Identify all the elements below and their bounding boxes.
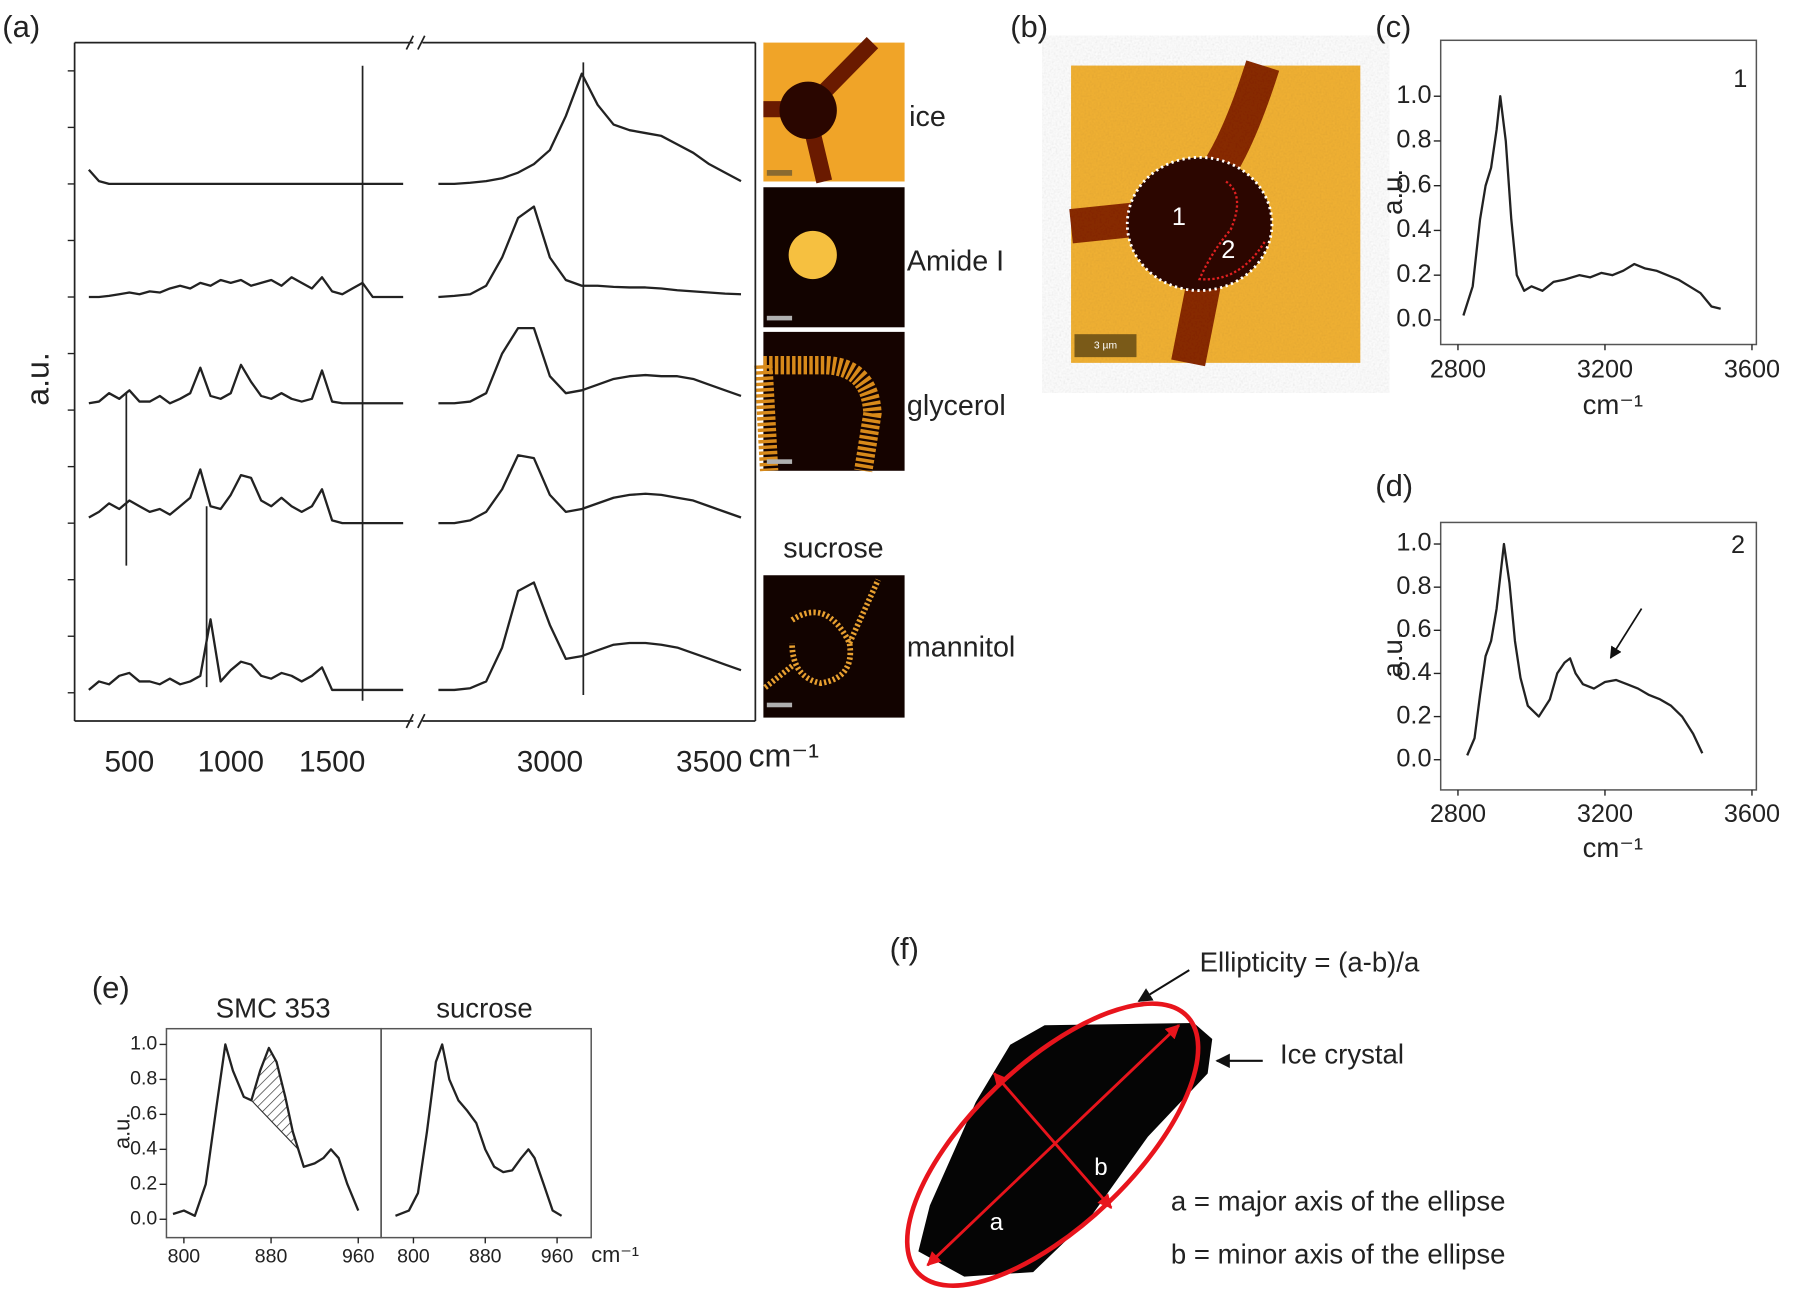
diagram-f: (f) a b Ellipticity = (a-b)/a Ice crysta… xyxy=(890,931,1506,1288)
x-tick-label: 3200 xyxy=(1577,800,1633,828)
spectrum-line xyxy=(395,1043,563,1217)
legend-text: a = major axis of the ellipse xyxy=(1171,1185,1506,1216)
spectrum-line xyxy=(172,1043,360,1217)
series-label: mannitol xyxy=(907,631,1015,663)
panel-label: (a) xyxy=(2,9,40,44)
x-axis-label: cm⁻¹ xyxy=(1583,832,1643,863)
axis-frame xyxy=(380,1027,592,1239)
formula: Ellipticity = (a-b)/a xyxy=(1200,947,1420,978)
micrograph-b: (b) 1 2 3 µm xyxy=(1010,9,1361,367)
glycerol-map xyxy=(754,331,905,473)
y-tick-label: 0.4 xyxy=(1396,658,1431,686)
x-tick-label: 960 xyxy=(541,1245,574,1267)
spectrum-line xyxy=(88,205,742,299)
series-label: Amide I xyxy=(907,246,1004,278)
axis-frame xyxy=(1439,521,1758,791)
axis-label: a xyxy=(990,1209,1004,1236)
hatched-region xyxy=(250,1046,299,1150)
subplot-title: sucrose xyxy=(436,993,532,1024)
x-tick-label: 2800 xyxy=(1430,800,1486,828)
spectrum-line xyxy=(1462,95,1721,316)
x-tick-label: 3600 xyxy=(1724,356,1780,384)
sucrose-map xyxy=(761,575,905,718)
axis-label: b xyxy=(1094,1154,1107,1181)
x-tick-label: 800 xyxy=(397,1245,430,1267)
y-tick-label: 0.8 xyxy=(130,1068,157,1090)
y-tick-label: 1.0 xyxy=(1396,529,1431,557)
y-tick-label: 0.8 xyxy=(1396,572,1431,600)
arrow xyxy=(1609,608,1643,659)
series-label: sucrose xyxy=(783,533,883,565)
y-axis-label: a.u. xyxy=(1377,631,1408,677)
series-label: glycerol xyxy=(907,390,1006,422)
x-axis-label: cm⁻¹ xyxy=(591,1242,639,1267)
axis-break xyxy=(405,35,426,50)
y-tick-label: 0.2 xyxy=(1396,701,1431,729)
x-axis-label: cm⁻¹ xyxy=(1583,389,1643,420)
ice-map xyxy=(763,36,905,184)
x-tick-label: 2800 xyxy=(1430,356,1486,384)
x-tick-label: 800 xyxy=(168,1245,201,1267)
y-tick-label: 0.2 xyxy=(130,1172,157,1194)
x-axis-label: cm⁻¹ xyxy=(748,737,818,773)
annotation: 1 xyxy=(1733,65,1747,93)
scale-bar-label: 3 µm xyxy=(1094,340,1117,351)
panel-label: (c) xyxy=(1375,9,1411,44)
y-tick-label: 0.2 xyxy=(1396,260,1431,288)
y-tick-label: 1.0 xyxy=(130,1033,157,1055)
y-tick-label: 0.0 xyxy=(1396,305,1431,333)
y-tick-label: 0.6 xyxy=(130,1103,157,1125)
x-tick-label: 1000 xyxy=(198,745,264,778)
y-axis-label: a.u. xyxy=(110,1113,135,1149)
y-tick-label: 0.4 xyxy=(130,1137,157,1159)
spectrum-line xyxy=(88,454,742,525)
spectrum-line xyxy=(1466,542,1704,756)
y-tick-label: 0.6 xyxy=(1396,615,1431,643)
x-tick-label: 3000 xyxy=(517,745,583,778)
x-tick-label: 500 xyxy=(104,745,154,778)
y-tick-label: 0.8 xyxy=(1396,126,1431,154)
panel-label: (d) xyxy=(1375,468,1413,503)
y-tick-label: 1.0 xyxy=(1396,81,1431,109)
region-label: 1 xyxy=(1172,203,1186,231)
minor-axis xyxy=(993,1072,1113,1209)
legend-text: b = minor axis of the ellipse xyxy=(1171,1238,1506,1269)
axis-break xyxy=(405,713,426,729)
x-tick-label: 960 xyxy=(342,1245,375,1267)
panel-label: (e) xyxy=(92,970,130,1005)
spectrum-line xyxy=(88,326,742,405)
x-tick-label: 880 xyxy=(469,1245,502,1267)
object-label: Ice crystal xyxy=(1280,1039,1404,1070)
series-label: ice xyxy=(909,101,946,133)
y-axis-label: a.u. xyxy=(20,352,56,406)
annotation: 2 xyxy=(1731,531,1745,559)
spectrum-line xyxy=(87,72,742,186)
arrow xyxy=(1137,969,1190,1003)
x-tick-label: 1500 xyxy=(299,745,365,778)
axis-frame xyxy=(1439,39,1758,346)
subplot-title: SMC 353 xyxy=(216,993,331,1024)
spectrum-line xyxy=(88,581,742,692)
y-tick-label: 0.4 xyxy=(1396,215,1431,243)
y-tick-label: 0.0 xyxy=(1396,744,1431,772)
panel-label: (f) xyxy=(890,931,919,966)
region-label: 2 xyxy=(1221,236,1235,264)
x-tick-label: 880 xyxy=(255,1245,288,1267)
panel-label: (b) xyxy=(1010,9,1048,44)
x-tick-label: 3200 xyxy=(1577,356,1633,384)
y-tick-label: 0.0 xyxy=(130,1207,157,1229)
x-tick-label: 3500 xyxy=(676,745,742,778)
map-images xyxy=(754,36,905,718)
y-tick-label: 0.6 xyxy=(1396,170,1431,198)
y-axis-label: a.u. xyxy=(1377,169,1408,215)
amide-map xyxy=(763,187,905,328)
x-tick-label: 3600 xyxy=(1724,800,1780,828)
